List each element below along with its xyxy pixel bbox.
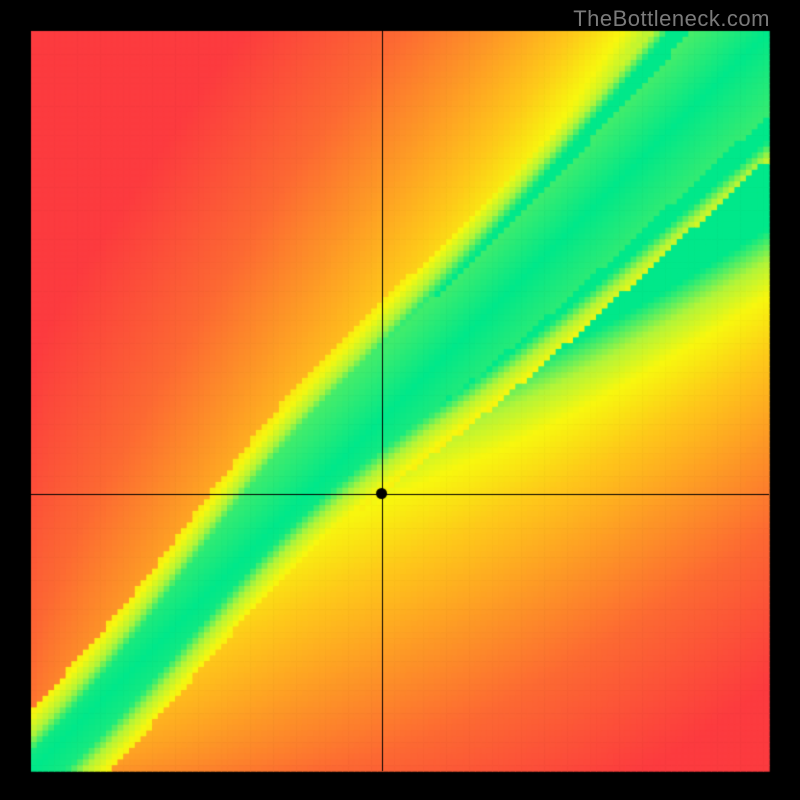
watermark-text: TheBottleneck.com — [573, 6, 770, 32]
bottleneck-heatmap — [0, 0, 800, 800]
chart-container: TheBottleneck.com — [0, 0, 800, 800]
